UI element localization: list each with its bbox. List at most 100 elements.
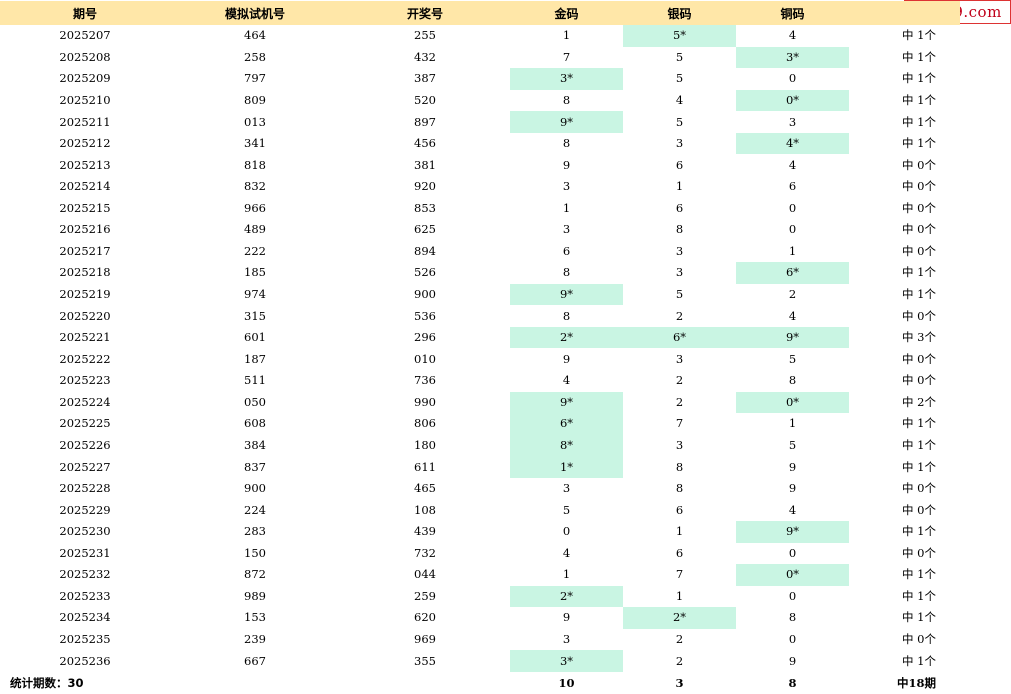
summary-count-label: 统计期数：30 <box>10 675 84 690</box>
cell-issue: 2025217 <box>59 243 111 258</box>
cell-issue: 2025215 <box>59 200 111 215</box>
cell-silver: 3 <box>675 265 684 280</box>
cell-silver: 5 <box>675 49 684 64</box>
cell-issue: 2025212 <box>59 136 111 151</box>
cell-draw: 387 <box>414 71 436 86</box>
cell-draw: 736 <box>414 373 436 388</box>
cell-sim: 667 <box>244 653 266 668</box>
cell-result: 中 1个 <box>902 136 936 151</box>
cell-silver: 6 <box>675 545 684 560</box>
cell-issue: 2025208 <box>59 49 111 64</box>
cell-result: 中 0个 <box>902 222 936 237</box>
cell-gold: 3* <box>510 68 623 90</box>
cell-bronze: 3 <box>788 114 797 129</box>
table-row: 2025229 224 108 5 6 4 中 0个 <box>0 499 960 521</box>
cell-issue: 2025235 <box>59 632 111 647</box>
cell-sim: 153 <box>244 610 266 625</box>
summary-row: 统计期数：30 10 3 8 中18期 <box>0 672 960 694</box>
summary-bronze-total: 8 <box>788 675 797 690</box>
col-header-bronze: 铜码 <box>736 1 849 25</box>
cell-result: 中 1个 <box>902 114 936 129</box>
cell-gold: 6 <box>562 243 571 258</box>
cell-sim: 966 <box>244 200 266 215</box>
cell-bronze: 1 <box>788 416 797 431</box>
table-row: 2025223 511 736 4 2 8 中 0个 <box>0 370 960 392</box>
col-header-draw: 开奖号 <box>340 1 510 25</box>
cell-silver: 6 <box>675 502 684 517</box>
cell-bronze: 4 <box>788 502 797 517</box>
cell-issue: 2025218 <box>59 265 111 280</box>
cell-silver: 8 <box>675 481 684 496</box>
cell-silver: 1 <box>675 524 684 539</box>
cell-result: 中 1个 <box>902 610 936 625</box>
cell-silver: 1 <box>675 179 684 194</box>
cell-draw: 526 <box>414 265 436 280</box>
cell-sim: 222 <box>244 243 266 258</box>
cell-gold: 3* <box>510 650 623 672</box>
cell-issue: 2025225 <box>59 416 111 431</box>
cell-issue: 2025220 <box>59 308 111 323</box>
table-row: 2025215 966 853 1 6 0 中 0个 <box>0 198 960 220</box>
cell-issue: 2025224 <box>59 394 111 409</box>
cell-gold: 1* <box>510 456 623 478</box>
cell-bronze: 0 <box>788 632 797 647</box>
cell-result: 中 1个 <box>902 459 936 474</box>
cell-sim: 837 <box>244 459 266 474</box>
cell-draw: 900 <box>414 287 436 302</box>
cell-draw: 180 <box>414 437 436 452</box>
cell-silver: 5 <box>675 287 684 302</box>
table-row: 2025234 153 620 9 2* 8 中 1个 <box>0 607 960 629</box>
cell-draw: 520 <box>414 92 436 107</box>
cell-result: 中 0个 <box>902 373 936 388</box>
cell-sim: 608 <box>244 416 266 431</box>
table-row: 2025209 797 387 3* 5 0 中 1个 <box>0 68 960 90</box>
cell-draw: 806 <box>414 416 436 431</box>
cell-issue: 2025231 <box>59 545 111 560</box>
cell-gold: 1 <box>562 200 571 215</box>
cell-result: 中 0个 <box>902 481 936 496</box>
cell-bronze: 5 <box>788 351 797 366</box>
cell-bronze: 5 <box>788 437 797 452</box>
table-row: 2025235 239 969 3 2 0 中 0个 <box>0 629 960 651</box>
cell-bronze: 0 <box>788 200 797 215</box>
cell-issue: 2025222 <box>59 351 111 366</box>
cell-draw: 990 <box>414 394 436 409</box>
cell-draw: 465 <box>414 481 436 496</box>
cell-sim: 150 <box>244 545 266 560</box>
table-row: 2025207 464 255 1 5* 4 中 1个 <box>0 25 960 47</box>
cell-bronze: 6 <box>788 179 797 194</box>
cell-gold: 4 <box>562 545 571 560</box>
cell-bronze: 0 <box>788 545 797 560</box>
cell-gold: 3 <box>562 179 571 194</box>
table-row: 2025226 384 180 8* 3 5 中 1个 <box>0 434 960 457</box>
cell-sim: 872 <box>244 567 266 582</box>
cell-result: 中 0个 <box>902 179 936 194</box>
cell-result: 中 0个 <box>902 632 936 647</box>
cell-sim: 050 <box>244 394 266 409</box>
cell-gold: 1 <box>562 28 571 43</box>
cell-sim: 384 <box>244 437 266 452</box>
col-header-silver: 银码 <box>623 1 736 25</box>
cell-gold: 4 <box>562 373 571 388</box>
cell-issue: 2025221 <box>59 330 111 345</box>
cell-sim: 489 <box>244 222 266 237</box>
cell-sim: 185 <box>244 265 266 280</box>
cell-sim: 974 <box>244 287 266 302</box>
cell-issue: 2025207 <box>59 28 111 43</box>
cell-draw: 255 <box>414 28 436 43</box>
table-row: 2025214 832 920 3 1 6 中 0个 <box>0 176 960 198</box>
table-row: 2025221 601 296 2* 6* 9* 中 3个 <box>0 326 960 349</box>
cell-draw: 296 <box>414 330 436 345</box>
cell-sim: 511 <box>244 373 266 388</box>
cell-gold: 9* <box>510 111 623 133</box>
table-row: 2025213 818 381 9 6 4 中 0个 <box>0 154 960 176</box>
cell-gold: 3 <box>562 222 571 237</box>
cell-silver: 8 <box>675 459 684 474</box>
cell-draw: 432 <box>414 49 436 64</box>
cell-issue: 2025229 <box>59 502 111 517</box>
cell-gold: 1 <box>562 567 571 582</box>
cell-silver: 3 <box>675 437 684 452</box>
cell-result: 中 1个 <box>902 653 936 668</box>
cell-silver: 5 <box>675 114 684 129</box>
cell-bronze: 3* <box>736 46 849 69</box>
